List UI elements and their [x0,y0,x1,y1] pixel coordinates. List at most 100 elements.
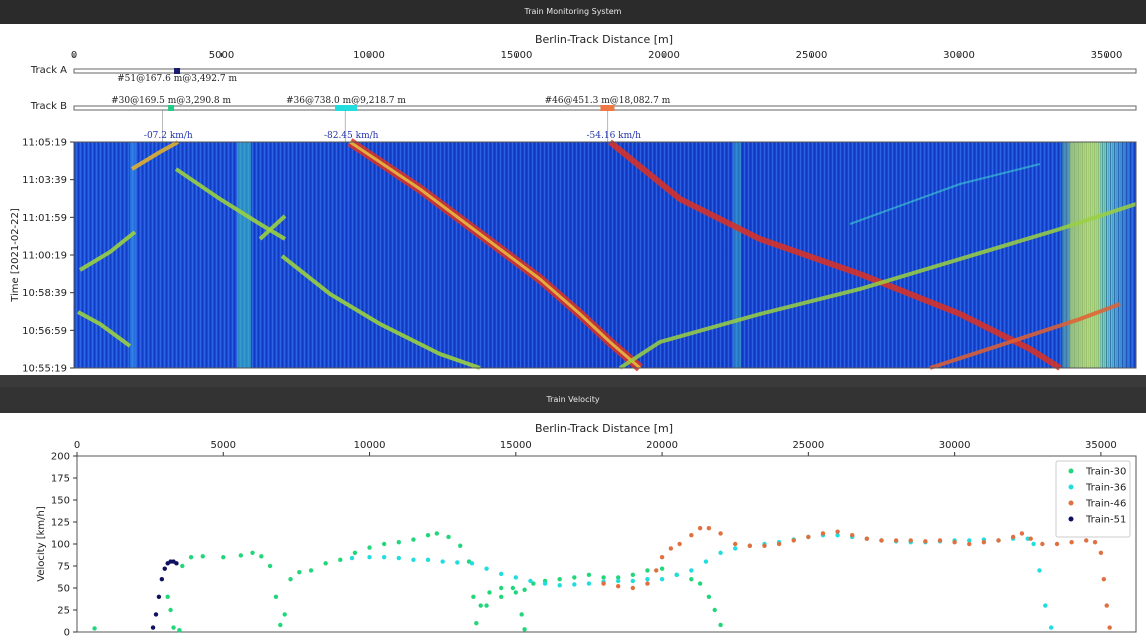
velocity-point-train-46 [706,525,712,531]
velocity-point-train-36 [733,546,738,551]
velocity-point-train-36 [513,575,519,580]
train-speed-label: -07.2 km/h [144,131,193,141]
velocity-point-train-30 [381,541,387,547]
velocity-point-train-46 [747,543,753,548]
train-position-label: #46@451.3 m@18,082.7 m [545,96,671,106]
panel-separator [0,375,1146,387]
track-markers: #51@167.6 m@3,492.7 m #30@169.5 m@3,290.8… [111,68,671,142]
velocity-point-train-36 [1048,625,1054,630]
velocity-point-train-36 [1043,603,1048,608]
velocity-point-train-46 [1101,577,1107,582]
velocity-ylabel: Velocity [km/h] [36,506,47,582]
velocity-point-train-30 [282,612,287,617]
track-b-label: Track B [30,101,67,112]
train-position-marker [168,105,175,111]
velocity-point-train-36 [674,572,679,577]
velocity-point-train-51 [174,561,179,566]
velocity-point-train-30 [434,531,440,536]
velocity-point-train-46 [850,533,855,538]
track-a-line [73,68,1137,74]
velocity-point-train-30 [531,581,536,586]
velocity-point-train-30 [278,622,283,628]
velocity-point-train-30 [689,577,694,582]
velocity-xtick-label: 0 [74,440,80,451]
velocity-point-train-36 [967,538,972,543]
velocity-point-train-30 [510,585,516,591]
legend-label: Train-51 [1085,515,1126,526]
train-position-label: #36@738.0 m@9,218.7 m [286,96,406,106]
velocity-point-train-46 [1084,538,1089,543]
velocity-point-train-51 [159,577,165,582]
velocity-point-train-30 [200,554,205,559]
legend-marker [1068,516,1074,522]
velocity-point-train-46 [952,540,957,545]
velocity-point-train-46 [762,543,767,548]
velocity-ytick-label: 100 [51,540,70,551]
velocity-point-train-36 [557,583,562,588]
velocity-point-train-46 [996,538,1001,543]
velocity-point-train-46 [601,581,606,586]
velocity-point-train-36 [440,559,445,564]
velocity-point-train-36 [616,578,621,584]
waterfall-xtick-label: 5000 [209,50,234,61]
velocity-point-train-46 [937,538,943,543]
velocity-point-train-30 [352,550,358,555]
velocity-point-train-46 [616,584,621,589]
velocity-point-train-51 [150,625,156,630]
velocity-point-train-30 [659,566,665,571]
velocity-point-train-36 [469,561,475,566]
waterfall-ylabel: Time [2021-02-22] [10,208,21,303]
velocity-point-train-30 [712,607,717,613]
velocity-point-train-30 [238,553,244,558]
waterfall-ytick-label: 10:58:39 [22,288,67,299]
waterfall-ytick-label: 11:03:39 [22,175,67,186]
waterfall-panel: Berlin-Track Distance [m] 0 5000 10000 1500… [10,33,1137,375]
velocity-point-train-46 [654,568,659,573]
velocity-point-train-30 [259,554,264,559]
velocity-point-train-36 [498,571,504,577]
velocity-point-train-30 [177,628,182,633]
velocity-point-train-46 [1028,536,1033,541]
velocity-point-train-46 [697,525,703,531]
velocity-point-train-46 [908,538,913,543]
train-speed-label: -82.45 km/h [324,131,379,141]
velocity-point-train-46 [677,541,682,547]
velocity-point-train-46 [820,531,826,536]
track-a-label: Track A [30,65,67,76]
velocity-point-train-36 [349,555,355,561]
velocity-xlabel: Berlin-Track Distance [m] [535,422,673,435]
velocity-point-train-46 [879,538,884,543]
velocity-point-train-46 [835,529,840,534]
velocity-point-train-46 [1010,534,1016,540]
velocity-point-train-46 [1098,550,1104,555]
velocity-xtick-label: 30000 [939,440,971,451]
velocity-point-train-30 [697,581,703,586]
velocity-xtick-label: 5000 [211,440,236,451]
velocity-point-train-36 [1037,568,1042,573]
velocity-point-train-46 [776,541,782,547]
velocity-point-train-30 [498,585,504,591]
velocity-point-train-30 [297,569,302,575]
waterfall-ytick-label: 10:55:19 [22,364,67,375]
velocity-point-train-36 [528,578,533,584]
waterfall-xtick-label: 10000 [353,50,385,61]
velocity-point-train-30 [411,537,416,542]
velocity-point-train-36 [542,581,548,586]
velocity-point-train-46 [967,541,972,547]
velocity-point-train-30 [458,543,463,548]
velocity-point-train-30 [471,594,476,599]
waterfall-xtick-label: 0 [71,50,77,61]
velocity-point-train-51 [162,566,167,571]
train-position-label: #51@167.6 m@3,492.7 m [117,74,237,84]
velocity-point-train-36 [396,555,401,561]
velocity-point-train-30 [601,575,606,580]
velocity-point-train-30 [180,563,185,569]
velocity-point-train-30 [267,563,273,569]
velocity-point-train-46 [806,534,811,540]
velocity-ytick-label: 0 [64,628,70,639]
waterfall-xticks: 0 5000 10000 15000 20000 25000 30000 35000 [71,50,1123,61]
velocity-point-train-30 [474,621,479,626]
velocity-point-train-30 [519,612,524,617]
monitor-window-title: Train Monitoring System [0,0,1146,24]
velocity-point-train-36 [367,555,372,560]
